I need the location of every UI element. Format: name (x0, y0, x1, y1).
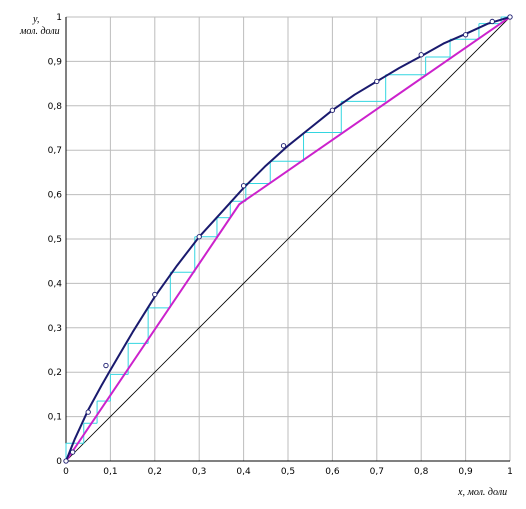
x-tick-label: 0,8 (414, 467, 429, 477)
y-tick-label: 0,4 (48, 279, 63, 289)
y-tick-label: 0,8 (48, 102, 63, 112)
experimental-point (280, 143, 287, 149)
experimental-point (70, 449, 76, 455)
y-tick-label: 0,7 (48, 146, 62, 156)
tick-labels: 0 0,1 0,2 0,3 0,4 0,5 0,6 0,7 0,8 0,9 1 0 0,1 0,2 0,3 0… (48, 13, 513, 477)
x-tick-label: 0,6 (325, 467, 340, 477)
experimental-point (63, 458, 69, 464)
y-tick-label: 1 (56, 13, 62, 23)
experimental-point (507, 14, 513, 20)
y-tick-label: 0 (56, 457, 62, 467)
plot-area (63, 14, 513, 464)
experimental-point (329, 107, 336, 113)
experimental-point (240, 183, 247, 189)
experimental-point (196, 234, 202, 240)
y-axis-label-line1: y, (32, 14, 39, 25)
y-tick-label: 0,2 (48, 368, 62, 378)
experimental-point (374, 78, 380, 85)
equilibrium-curve (65, 16, 511, 462)
y-tick-label: 0,3 (48, 324, 62, 334)
experimental-point (85, 409, 91, 415)
x-tick-label: 0 (63, 467, 69, 477)
experimental-point (418, 52, 424, 58)
experimental-point (103, 362, 109, 369)
x-tick-label: 1 (507, 467, 513, 477)
operating-line (65, 16, 511, 462)
y-axis-label-line2: мол. доли (19, 26, 60, 37)
x-axis-label: x, мол. доли (457, 487, 507, 498)
y-tick-label: 0,9 (48, 57, 63, 67)
x-tick-label: 0,1 (103, 467, 117, 477)
diagonal-line (65, 16, 511, 462)
experimental-point (152, 291, 158, 298)
experimental-point (489, 18, 495, 25)
x-tick-label: 0,9 (458, 467, 473, 477)
y-tick-label: 0,6 (48, 191, 63, 201)
x-tick-label: 0,7 (370, 467, 384, 477)
x-tick-label: 0,2 (148, 467, 162, 477)
x-tick-label: 0,3 (192, 467, 206, 477)
x-tick-label: 0,5 (281, 467, 295, 477)
grid-lines (65, 16, 511, 462)
x-tick-label: 0,4 (236, 467, 251, 477)
y-tick-label: 0,1 (48, 413, 62, 423)
experimental-point (462, 32, 469, 38)
y-tick-label: 0,5 (48, 235, 62, 245)
